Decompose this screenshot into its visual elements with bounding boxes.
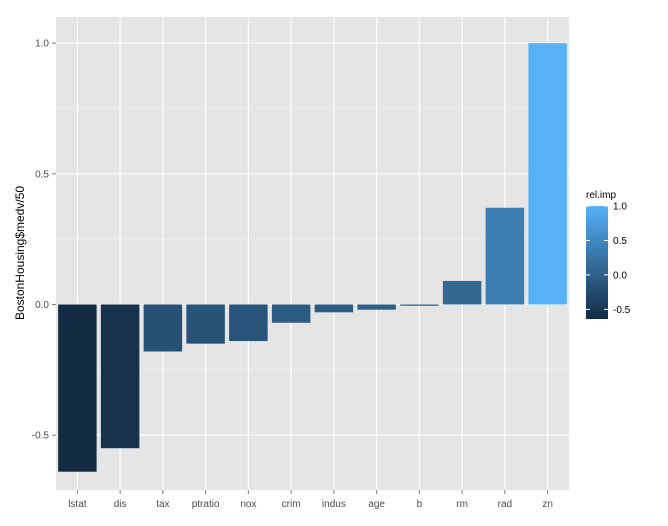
bar-zn [528,43,567,305]
y-tick-label: -0.5 [32,431,50,442]
x-tick-label-crim: crim [282,499,301,510]
x-tick-label-tax: tax [156,499,169,510]
x-tick-label-zn: zn [542,499,553,510]
bar-rm [442,280,482,305]
y-axis: -0.5 0.0 0.5 1.0 [32,39,56,442]
y-tick-label: 1.0 [35,39,49,50]
legend: rel.imp -0.5 0.0 0.5 1.0 [586,190,631,319]
bar-tax [143,304,183,352]
legend-colorbar [586,206,608,319]
y-tick-label: 0.0 [35,300,49,311]
x-tick-label-nox: nox [240,499,256,510]
x-tick-label-ptratio: ptratio [192,499,220,510]
bar-dis [100,304,140,449]
minor-gridlines [56,108,569,371]
bar-lstat [58,304,97,472]
bar-age [357,304,396,310]
legend-tick-label: -0.5 [613,305,631,316]
legend-tick-label: 0.0 [613,270,627,281]
plot-panel [56,17,569,490]
x-tick-label-age: age [368,499,385,510]
x-tick-label-indus: indus [322,499,346,510]
bar-indus [314,304,354,313]
bar-nox [229,304,268,342]
bar-crim [271,304,311,323]
x-tick-label-rm: rm [456,499,468,510]
x-tick-label-rad: rad [498,499,512,510]
bar-ptratio [186,304,225,344]
legend-title: rel.imp [586,190,616,201]
legend-ticks: -0.5 0.0 0.5 1.0 [586,202,631,316]
y-axis-title: BostonHousing$medv/50 [13,186,27,320]
x-tick-label-dis: dis [114,499,127,510]
bar-b [400,304,439,306]
x-tick-label-lstat: lstat [68,499,87,510]
x-axis: lstat dis tax ptratio nox crim indus age b rm rad z… [68,490,553,510]
bar-rad [485,207,525,305]
legend-tick-label: 0.5 [613,236,627,247]
legend-tick-label: 1.0 [613,202,627,213]
x-tick-label-b: b [417,499,423,510]
bars [58,43,567,472]
y-tick-label: 0.5 [35,169,49,180]
major-gridlines [56,17,569,490]
